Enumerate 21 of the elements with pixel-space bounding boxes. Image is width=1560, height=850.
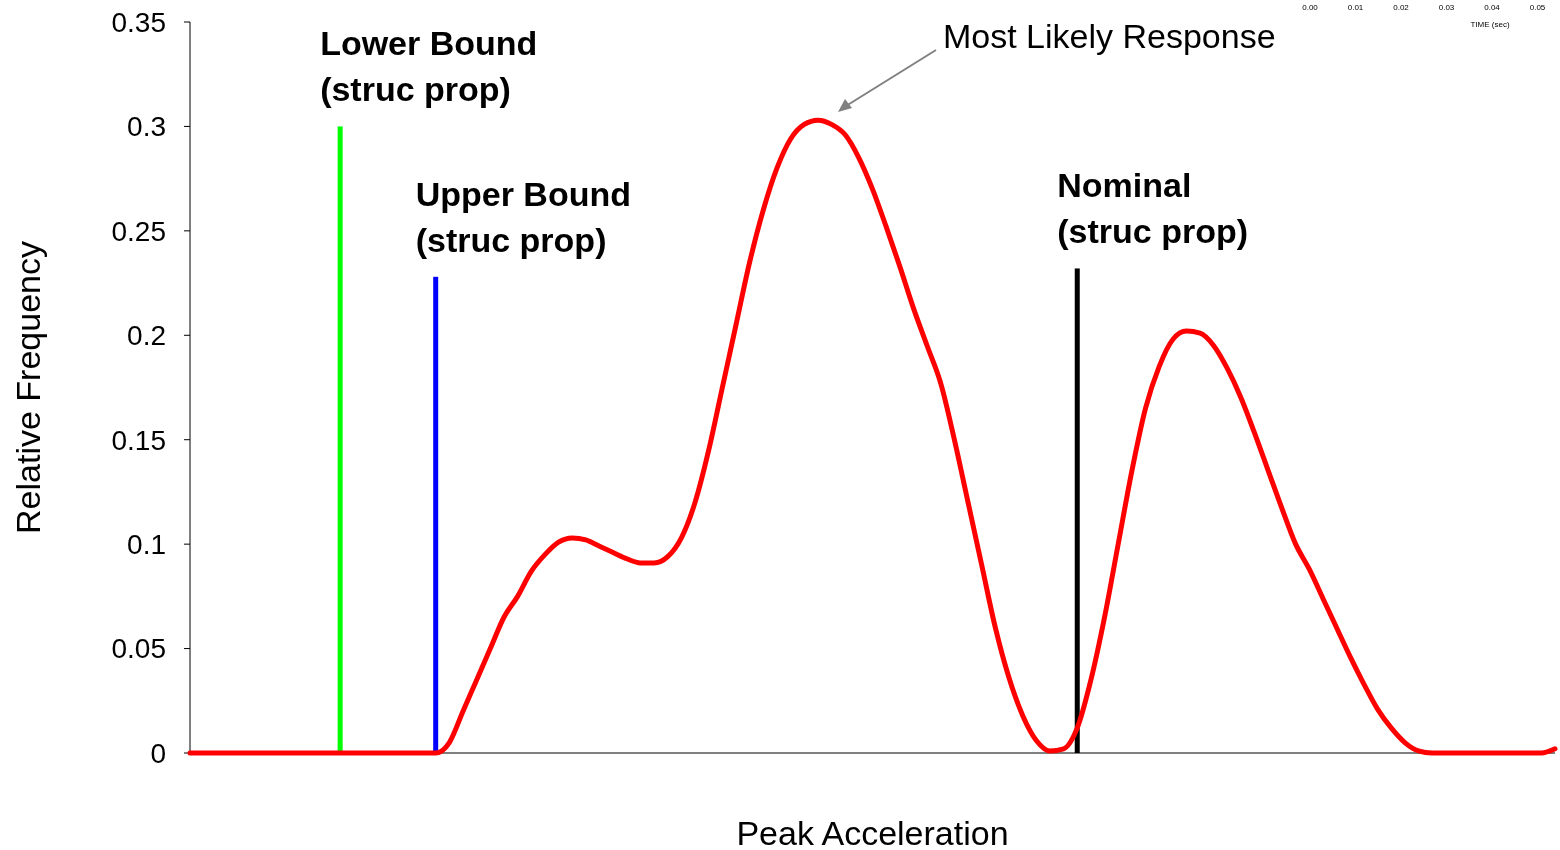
text: 0.03 xyxy=(1438,3,1455,12)
y-tick-label: 0.25 xyxy=(111,215,166,247)
x-axis-title: Peak Acceleration xyxy=(736,814,1009,850)
y-axis-title: Relative Frequency xyxy=(9,241,47,534)
text: 0.02 xyxy=(1393,3,1410,12)
series-label: Nominal (struc prop) xyxy=(1057,166,1249,251)
annotation: Most Likely Response xyxy=(943,17,1276,55)
y-tick-label: 0.2 xyxy=(127,320,166,352)
y-tick-label: 0.15 xyxy=(111,424,166,456)
text: 0.04 xyxy=(1484,3,1501,12)
text: 0.05 xyxy=(1529,3,1546,12)
y-tick-label: 0.35 xyxy=(111,6,166,38)
series-label: Lower Bound (struc prop) xyxy=(320,24,538,109)
text: 0.01 xyxy=(1347,3,1364,12)
y-tick-label: 0.1 xyxy=(127,528,166,560)
series-label: Upper Bound (struc prop) xyxy=(415,174,632,259)
y-tick-label: 0 xyxy=(150,737,166,769)
y-tick-label: 0.05 xyxy=(111,633,166,665)
annotation: TIME (sec) xyxy=(1470,20,1510,29)
text: 0.00 xyxy=(1302,3,1319,12)
y-tick-label: 0.3 xyxy=(127,111,166,143)
